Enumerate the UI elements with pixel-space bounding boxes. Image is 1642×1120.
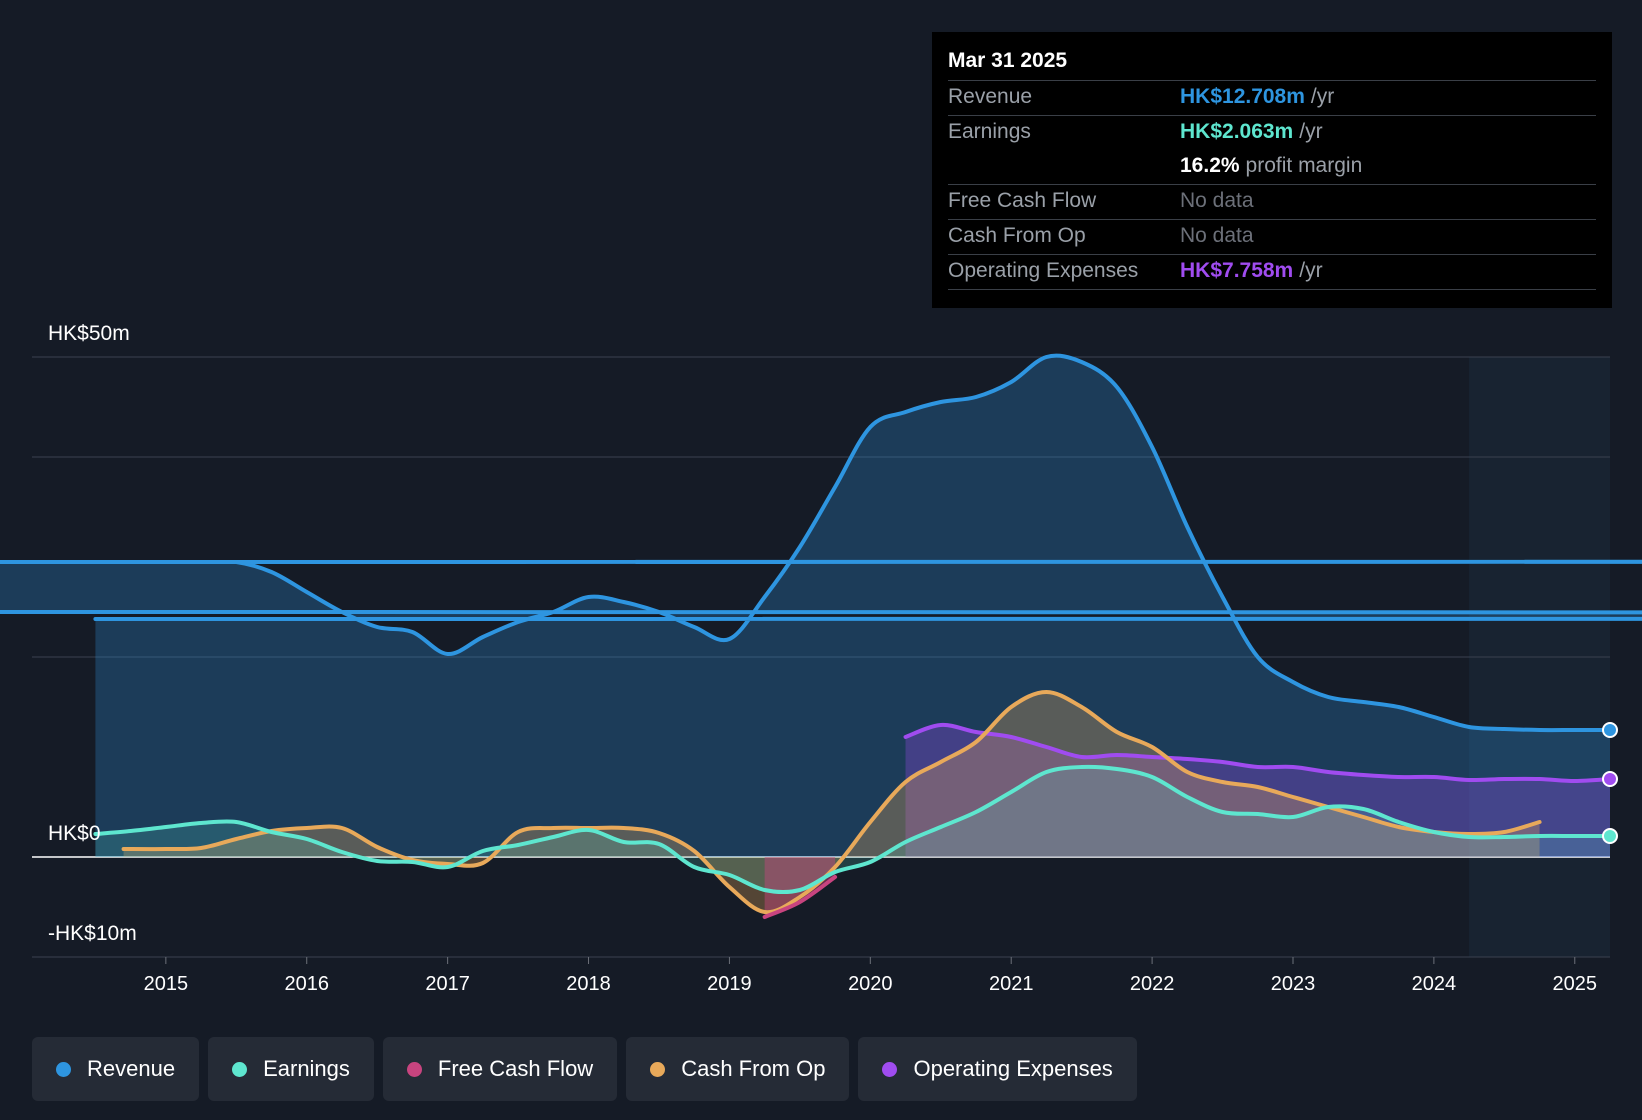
legend-label: Earnings	[263, 1056, 350, 1081]
tooltip-label: Free Cash Flow	[948, 189, 1097, 212]
legend-dot-icon	[650, 1061, 666, 1077]
x-axis-ticks: 2015 2016 2017 2018 2019 2020 2021 2022 2023 2024…	[144, 957, 1597, 995]
legend-item-revenue[interactable]: Revenue	[32, 1037, 200, 1101]
tooltip-row-margin: 16.2% profit margin	[948, 150, 1596, 185]
legend-item-operating-expenses[interactable]: Operating Expenses	[858, 1037, 1137, 1101]
line-cash-from-op	[121, 690, 1542, 915]
tooltip-label: Operating Expenses	[948, 259, 1139, 282]
x-tick-label: 2019	[707, 973, 752, 995]
tooltip-row-earnings: Earnings HK$2.063m /yr	[948, 116, 1596, 150]
line-operating-expenses	[903, 722, 1612, 783]
legend-dot-icon	[232, 1061, 248, 1077]
tooltip-label: Earnings	[948, 120, 1031, 143]
x-tick-label: 2025	[1553, 973, 1598, 995]
area-free-cash-flow	[764, 857, 836, 917]
legend-item-free-cash-flow[interactable]: Free Cash Flow	[382, 1037, 618, 1101]
legend-item-earnings[interactable]: Earnings	[208, 1037, 374, 1101]
series-areas	[0, 355, 1642, 917]
x-tick-label: 2016	[284, 973, 329, 995]
tooltip-unit: /yr	[1310, 85, 1335, 108]
x-tick-label: 2022	[1130, 973, 1175, 995]
y-axis-label-zero: HK$0	[48, 822, 101, 845]
legend: Revenue Earnings Free Cash Flow Cash Fro…	[32, 1037, 1146, 1101]
endpoint-operating-expenses	[1602, 771, 1618, 787]
tooltip-value: HK$7.758m	[1180, 259, 1294, 282]
line-earnings	[93, 764, 1612, 895]
tooltip-value: HK$2.063m	[1180, 120, 1294, 143]
tooltip-date: Mar 31 2025	[948, 46, 1596, 81]
legend-label: Free Cash Flow	[437, 1056, 594, 1081]
tooltip-row-cfo: Cash From Op No data	[948, 220, 1596, 255]
legend-dot-icon	[882, 1061, 898, 1077]
endpoint-revenue	[1602, 722, 1618, 738]
line-free-cash-flow	[762, 875, 838, 919]
grid-lines	[32, 356, 1610, 958]
tooltip-unit: profit margin	[1245, 154, 1363, 177]
tooltip-value: 16.2%	[1180, 154, 1240, 177]
legend-item-cash-from-op[interactable]: Cash From Op	[626, 1037, 850, 1101]
x-tick-label: 2024	[1412, 973, 1457, 995]
tooltip-unit: /yr	[1299, 120, 1323, 143]
y-axis-label-bottom: -HK$10m	[48, 922, 137, 945]
endpoint-earnings	[1602, 828, 1618, 844]
tooltip-label: Cash From Op	[948, 224, 1086, 247]
legend-dot-icon	[406, 1061, 422, 1077]
tooltip-row-revenue: Revenue HK$12.708m /yr	[948, 81, 1596, 116]
tooltip-row-opex: Operating Expenses HK$7.758m /yr	[948, 255, 1596, 290]
legend-label: Operating Expenses	[913, 1056, 1113, 1081]
legend-label: Revenue	[87, 1056, 176, 1081]
x-tick-label: 2018	[566, 973, 611, 995]
tooltip-value: No data	[1180, 189, 1254, 212]
legend-dot-icon	[56, 1061, 71, 1077]
x-tick-label: 2020	[848, 973, 893, 995]
tooltip-value: No data	[1180, 224, 1254, 247]
x-tick-label: 2021	[989, 973, 1034, 995]
tooltip-row-fcf: Free Cash Flow No data	[948, 185, 1596, 220]
legend-label: Cash From Op	[681, 1056, 826, 1081]
tooltip-label: Revenue	[948, 85, 1033, 108]
tooltip-label	[948, 150, 1180, 184]
x-tick-label: 2015	[144, 973, 189, 995]
series-lines	[0, 356, 1642, 919]
tooltip-value: HK$12.708m	[1180, 85, 1305, 108]
tooltip-unit: /yr	[1299, 259, 1323, 282]
series-endpoints	[1602, 722, 1618, 844]
x-tick-label: 2023	[1271, 973, 1316, 995]
x-tick-label: 2017	[425, 973, 470, 995]
y-axis-label-top: HK$50m	[48, 322, 130, 345]
area-cash-from-op	[123, 692, 1540, 913]
tooltip: Mar 31 2025 Revenue HK$12.708m /yr Earni…	[932, 32, 1612, 308]
